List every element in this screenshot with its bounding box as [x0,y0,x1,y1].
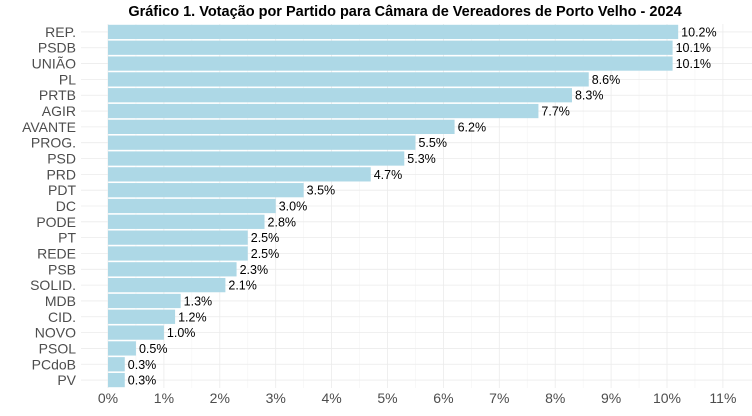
x-tick-label: 4% [321,390,341,406]
data-label: 5.3% [407,152,436,166]
category-label: PROG. [31,135,76,151]
category-label: AGIR [42,103,76,119]
data-label: 3.0% [279,200,308,214]
category-label: DC [56,198,76,214]
x-tick-label: 11% [709,390,736,406]
data-label: 1.0% [167,326,196,340]
bar [108,119,455,134]
data-label: 2.5% [251,231,280,245]
category-label: SOLID. [30,277,76,293]
data-label: 5.5% [418,136,447,150]
category-label: AVANTE [22,119,76,135]
category-label: PRTB [39,87,76,103]
data-label: 0.3% [128,358,156,372]
category-label: PSOL [39,340,77,356]
category-label: PL [59,71,76,87]
data-label: 10.1% [676,57,711,71]
category-axis: REP.PSDBUNIÃOPLPRTBAGIRAVANTEPROG.PSDPRD… [22,24,77,388]
x-tick-label: 5% [377,390,397,406]
category-label: CID. [48,309,76,325]
data-label: 1.2% [178,310,207,324]
category-label: PV [57,372,76,388]
data-label: 4.7% [374,168,403,182]
bar [108,103,539,119]
bar [108,262,237,277]
data-label: 8.3% [575,89,604,103]
data-label: 10.2% [681,25,716,39]
data-label: 2.1% [228,279,257,293]
bar [108,278,226,293]
bar [108,183,304,198]
data-label: 2.8% [268,215,297,229]
x-tick-label: 0% [98,390,118,406]
category-label: PRD [46,166,76,182]
bar [108,40,673,55]
bar [108,88,572,103]
bar [108,72,589,87]
x-tick-label: 3% [266,390,286,406]
data-label: 7.7% [541,105,570,119]
data-label: 6.2% [458,120,487,134]
category-label: PT [58,230,76,246]
bar [108,372,125,388]
bar [108,167,371,182]
x-tick-label: 9% [601,390,621,406]
bar [108,135,416,150]
category-label: NOVO [35,325,76,341]
data-label: 0.3% [128,374,156,388]
bar [108,357,125,372]
data-label: 2.3% [240,263,269,277]
bar [108,214,265,229]
category-label: REDE [37,245,76,261]
data-label: 0.5% [139,342,168,356]
value-axis: 0% 1% 2% 3% 4% 5% 6% 7% 8% 9% 10% 11% [98,390,737,406]
x-tick-label: 1% [154,390,174,406]
chart-title: Gráfico 1. Votação por Partido para Câma… [128,4,681,20]
category-label: PODE [36,214,76,230]
category-label: PSDB [38,40,76,56]
bar [108,56,673,71]
bar [108,325,164,340]
data-label: 8.6% [592,73,621,87]
data-labels: 10.2% 10.1% 10.1% 8.6% 8.3% 7.7% 6.2% 5.5% 5.3% 4… [128,25,717,387]
bars [108,24,679,388]
x-tick-label: 6% [433,390,453,406]
bar [108,341,136,356]
x-tick-label: 8% [545,390,565,406]
data-label: 3.5% [307,184,336,198]
bar [108,24,679,40]
bar [108,230,248,245]
category-label: PSD [47,151,76,167]
bar [108,151,405,166]
category-label: PCdoB [32,356,76,372]
category-label: PDT [48,182,76,198]
x-tick-label: 2% [210,390,230,406]
x-tick-label: 7% [489,390,509,406]
category-label: REP. [45,24,76,40]
bar [108,198,276,214]
data-label: 10.1% [676,41,711,55]
bar [108,309,176,324]
bar [108,293,181,309]
category-label: PSB [48,261,76,277]
bar [108,246,248,261]
data-label: 2.5% [251,247,280,261]
category-label: MDB [45,293,76,309]
category-label: UNIÃO [32,56,76,72]
data-label: 1.3% [184,294,213,308]
x-tick-label: 10% [653,390,681,406]
